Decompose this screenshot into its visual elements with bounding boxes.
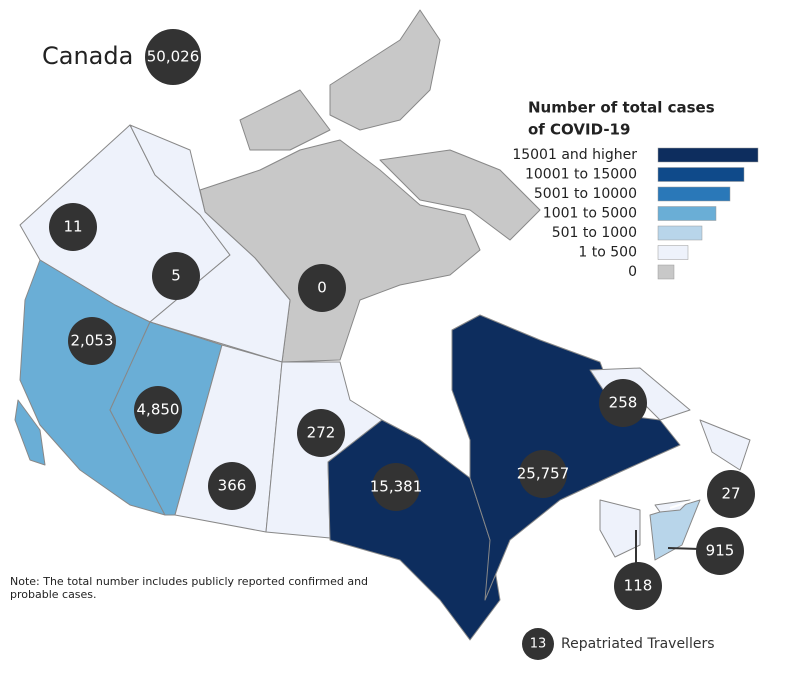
region-value: 0 — [317, 279, 327, 297]
region-badge — [297, 409, 345, 457]
region-value: 15,381 — [370, 478, 423, 496]
note-box: Note: The total number includes publicly… — [10, 575, 369, 601]
legend-label: 15001 and higher — [512, 147, 637, 163]
legend-swatch — [657, 225, 703, 241]
legend-swatch — [657, 167, 745, 182]
region-value: 4,850 — [137, 401, 180, 419]
legend-title: Number of total cases — [528, 99, 715, 117]
nunavut-islands — [329, 9, 441, 131]
region-badge — [696, 527, 744, 575]
legend-title: of COVID-19 — [528, 121, 630, 139]
legend-label: 5001 to 10000 — [534, 186, 637, 202]
legend-swatch — [657, 264, 675, 280]
total-badge — [145, 29, 201, 85]
island-nl — [699, 419, 751, 471]
nunavut-islands — [379, 149, 541, 241]
region-badge — [134, 386, 182, 434]
legend-swatch — [657, 206, 717, 221]
total-value: 50,026 — [147, 48, 200, 66]
note: Note: The total number includes publicly… — [10, 575, 369, 601]
leader-line — [669, 493, 713, 509]
region-badge — [599, 379, 647, 427]
region-badge — [298, 264, 346, 312]
province-nb — [599, 499, 641, 558]
region-value: 272 — [307, 424, 336, 442]
province-pei — [654, 499, 691, 513]
region-badge — [68, 317, 116, 365]
region-value: 118 — [624, 577, 653, 595]
region-value: 366 — [218, 477, 247, 495]
legend-label: 501 to 1000 — [552, 225, 637, 241]
region-badge — [208, 462, 256, 510]
province-ontario — [327, 419, 501, 641]
region-value: 258 — [609, 394, 638, 412]
region-badge — [614, 562, 662, 610]
region-value: 2,053 — [71, 332, 114, 350]
legend-swatch — [657, 186, 731, 202]
province-quebec — [451, 314, 681, 601]
badges: 11 5 0 2,053 4,850 366 272 15,381 25,757 258 27 915… — [49, 203, 755, 610]
legend-swatch — [657, 245, 689, 260]
map-title: Canada — [42, 42, 133, 70]
legend: 15001 and higher 10001 to 15000 5001 to 10… — [512, 147, 759, 280]
repatriated-label: Repatriated Travellers — [561, 636, 715, 652]
region-value: 5 — [171, 267, 181, 285]
legend-label: 1 to 500 — [578, 245, 637, 261]
region-value: 25,757 — [517, 465, 570, 483]
legend-label: 1001 to 5000 — [543, 206, 637, 222]
legend-label: 0 — [628, 264, 637, 280]
region-badge — [372, 463, 420, 511]
legend-label: 10001 to 15000 — [525, 167, 637, 183]
region-value: 915 — [706, 542, 735, 560]
province-bc — [19, 259, 166, 516]
repatriated-badge — [522, 628, 554, 660]
region-badge — [707, 470, 755, 518]
region-badge — [49, 203, 97, 251]
region-badge — [152, 252, 200, 300]
provinces — [14, 9, 751, 641]
region-badge — [519, 450, 567, 498]
leader-line — [667, 547, 701, 550]
nunavut-islands — [239, 89, 331, 151]
region-value: 11 — [63, 218, 82, 236]
island-bc — [14, 399, 46, 466]
region-value: 27 — [721, 485, 740, 503]
legend-swatch — [657, 147, 759, 163]
repatriated-count: 13 — [530, 637, 547, 652]
